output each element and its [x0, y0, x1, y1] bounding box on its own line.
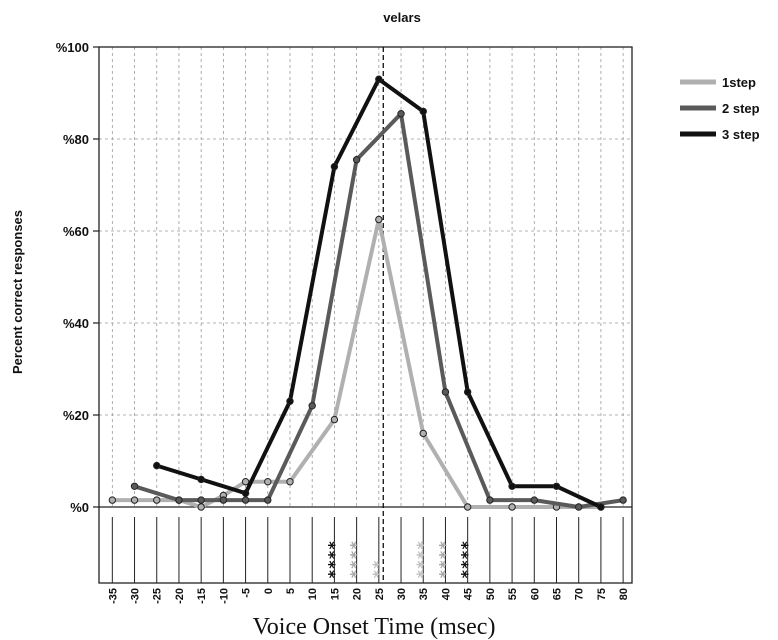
- data-point: [308, 402, 316, 410]
- data-point: [463, 388, 472, 396]
- y-tick-label: %60: [63, 224, 89, 239]
- plot-frame: [98, 46, 633, 584]
- data-point: [397, 110, 405, 118]
- data-point: [219, 496, 228, 504]
- series-group: [108, 75, 627, 511]
- data-point: [508, 503, 516, 511]
- data-point: [330, 415, 339, 424]
- x-tick-label: 30: [396, 588, 408, 600]
- data-point: [575, 503, 583, 511]
- x-tick-label: 40: [440, 588, 452, 600]
- data-point: [352, 156, 361, 164]
- y-tick-label: %0: [70, 500, 89, 515]
- series-line: [132, 111, 626, 509]
- data-point: [197, 503, 205, 511]
- data-point: [130, 482, 139, 490]
- chart-title: velars: [383, 10, 421, 25]
- data-point: [419, 107, 427, 116]
- y-tick-label: %40: [63, 316, 89, 331]
- data-point: [108, 496, 117, 504]
- x-tick-label: -35: [107, 588, 119, 604]
- x-tick-label: 15: [329, 588, 341, 600]
- data-point: [375, 75, 383, 83]
- data-point: [330, 162, 339, 171]
- x-tick-label: -30: [130, 588, 142, 604]
- x-tick-label: -20: [174, 588, 186, 604]
- x-tick-label: 5: [285, 588, 297, 594]
- data-point: [619, 496, 627, 504]
- x-tick-label: 65: [551, 588, 563, 600]
- legend: 1step 2 step 3 step: [680, 75, 760, 142]
- data-point: [175, 496, 183, 504]
- significance-mark: ****: [413, 540, 432, 579]
- x-tick-label: -5: [241, 588, 253, 598]
- x-tick-label: 75: [596, 588, 608, 600]
- x-tick-label: 70: [574, 588, 586, 600]
- x-tick-label: -10: [218, 588, 230, 604]
- x-tick-label: 50: [485, 588, 497, 600]
- data-point: [286, 397, 294, 405]
- x-tick-label: -25: [152, 588, 164, 604]
- x-tick-label: 60: [529, 588, 541, 600]
- y-tick-label: %100: [56, 40, 89, 55]
- significance-mark: **: [369, 560, 388, 579]
- data-point: [286, 478, 294, 486]
- legend-label: 3 step: [722, 127, 760, 142]
- significance-mark: ****: [347, 540, 366, 579]
- data-point: [130, 496, 139, 504]
- x-tick-label: 25: [374, 588, 386, 600]
- data-point: [241, 496, 250, 504]
- data-point: [463, 503, 472, 511]
- data-point: [375, 215, 383, 224]
- data-point: [153, 461, 161, 470]
- significance-marks: **** **** ** **** **** ****: [324, 540, 476, 579]
- significance-mark: ****: [435, 540, 454, 579]
- legend-label: 2 step: [722, 101, 760, 116]
- y-tick-label: %20: [63, 408, 89, 423]
- x-tick-label: 10: [307, 588, 319, 600]
- x-tick-label: -15: [196, 588, 208, 604]
- x-tick-label: 35: [418, 588, 430, 600]
- data-point: [552, 482, 561, 490]
- x-tick-label: 55: [507, 588, 519, 600]
- data-point: [441, 388, 450, 396]
- x-tick-label: 20: [352, 588, 364, 600]
- x-tick-label: 0: [263, 588, 275, 594]
- x-axis-label: Voice Onset Time (msec): [253, 614, 496, 640]
- x-tick-label: 80: [618, 588, 630, 600]
- data-point: [264, 478, 272, 486]
- data-point: [530, 496, 538, 504]
- significance-mark: ****: [324, 540, 343, 579]
- data-point: [264, 496, 272, 504]
- data-point: [241, 478, 250, 486]
- data-point: [241, 489, 250, 497]
- legend-label: 1step: [722, 75, 756, 90]
- series-line: [110, 217, 603, 509]
- data-point: [153, 496, 161, 504]
- data-point: [197, 496, 205, 504]
- data-point: [508, 482, 516, 490]
- data-point: [197, 475, 205, 484]
- data-point: [597, 503, 605, 511]
- x-tick-label: 45: [463, 588, 475, 600]
- y-axis-label: Percent correct responses: [10, 210, 25, 374]
- data-point: [486, 496, 494, 504]
- data-point: [419, 429, 427, 438]
- axes: %0 %20 %40 %60 %80 %100 -35 -30 -25 -20 -15 -10 -5 0 5…: [56, 40, 633, 604]
- y-tick-label: %80: [63, 132, 89, 147]
- significance-mark: ****: [458, 540, 477, 579]
